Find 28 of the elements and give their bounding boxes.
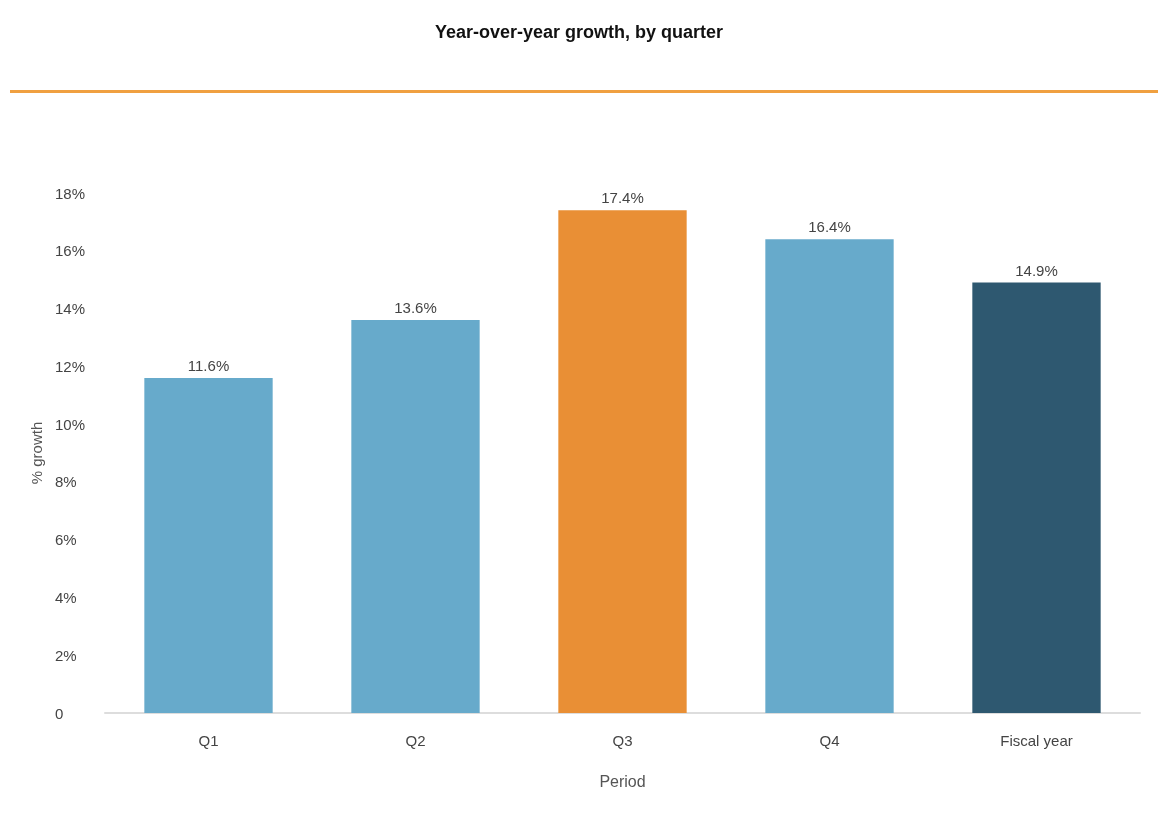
bar [351, 320, 480, 713]
chart-title: Year-over-year growth, by quarter [434, 22, 724, 42]
x-tick-label: Q4 [819, 732, 840, 749]
data-label: 14.9% [1015, 261, 1058, 279]
bar [558, 210, 687, 713]
y-tick-label: 8% [55, 473, 77, 491]
data-label: 17.4% [601, 189, 644, 207]
y-tick-label: 4% [55, 588, 77, 606]
y-tick-label: 14% [55, 300, 86, 318]
x-tick-label: Q2 [405, 732, 426, 749]
x-tick-label: Q1 [198, 732, 219, 749]
data-label: 16.4% [808, 218, 851, 236]
y-tick-label: 16% [55, 242, 86, 260]
y-tick-label: 6% [55, 531, 77, 549]
y-tick-label: 10% [55, 415, 86, 433]
bar [144, 377, 273, 713]
y-tick-label: 0 [55, 704, 64, 722]
y-tick-label: 2% [55, 646, 77, 664]
y-axis-title: % growth [28, 421, 46, 485]
data-label: 13.6% [394, 299, 437, 317]
y-tick-label: 12% [55, 357, 86, 375]
x-tick-label: Fiscal year [1000, 732, 1073, 749]
y-tick-label: 18% [55, 184, 86, 202]
bar [765, 239, 894, 713]
data-label: 11.6% [187, 356, 230, 374]
bar [972, 282, 1101, 713]
x-axis-title: Period [599, 772, 646, 790]
x-tick-label: Q3 [612, 732, 633, 749]
